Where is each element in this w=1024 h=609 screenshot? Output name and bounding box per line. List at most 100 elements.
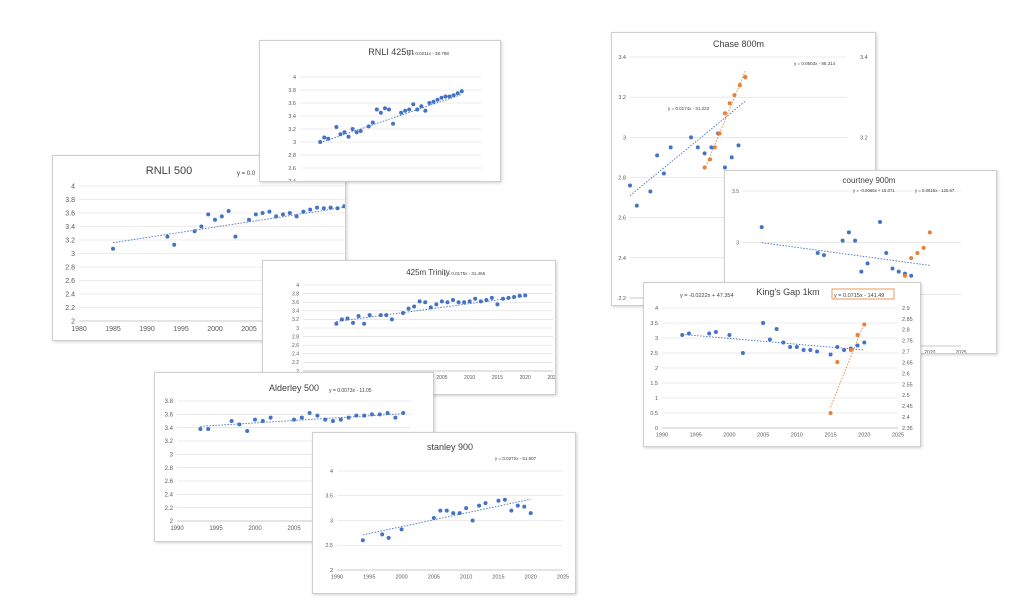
y-tick-label: 3: [655, 336, 658, 342]
chart-title: stanley 900: [427, 442, 473, 452]
data-point: [351, 320, 355, 325]
data-point: [334, 321, 339, 326]
data-point: [727, 333, 732, 337]
y-tick-label: 2.6: [618, 216, 626, 222]
y-tick-label: 1.5: [650, 381, 658, 387]
y2-tick-label: 3.2: [860, 135, 868, 141]
y-tick-label: 3.4: [288, 114, 296, 120]
data-point: [451, 511, 456, 516]
x-tick-label: 2000: [207, 326, 223, 333]
data-point: [366, 124, 371, 129]
x-tick-label: 2010: [791, 433, 803, 439]
data-point: [740, 351, 745, 355]
data-point: [445, 300, 450, 305]
data-point: [447, 94, 452, 99]
y-tick-label: 2.5: [325, 543, 333, 549]
data-point: [213, 217, 217, 222]
y-tick-label: 3: [296, 326, 299, 332]
y-tick-label: 3.4: [65, 224, 75, 231]
data-point: [415, 107, 420, 112]
data-point: [318, 140, 323, 144]
data-point: [736, 143, 741, 148]
data-point: [358, 128, 363, 133]
data-point: [729, 155, 734, 160]
data-point: [384, 313, 389, 318]
data-point: [294, 214, 299, 219]
y2-tick-label: 2.85: [902, 317, 913, 323]
data-point: [247, 217, 251, 222]
data-point: [459, 89, 464, 94]
data-point: [334, 125, 339, 130]
data-point: [478, 299, 483, 304]
data-point: [226, 208, 231, 213]
data-point: [512, 295, 517, 300]
data-point: [308, 207, 313, 212]
data-point: [315, 413, 320, 418]
data-point: [456, 300, 461, 305]
data-point: [522, 504, 527, 509]
data-point: [385, 411, 390, 415]
y-tick-label: 4: [71, 183, 75, 190]
data-point: [759, 225, 764, 230]
data-point: [331, 419, 335, 423]
trendline-equation: y = 0.0174x - 31.223: [668, 106, 710, 111]
y-tick-label: 3.2: [65, 237, 75, 244]
chart-title: RNLI 500: [146, 165, 192, 177]
data-point: [380, 532, 385, 537]
chart-rnli-500: 2 2.2 2.4 2.6 2.8 3 3.2 3.4 3.6 3.8 4 1980 1985 1990 1…: [52, 155, 346, 341]
data-point: [412, 304, 417, 309]
data-point: [198, 427, 203, 431]
x-tick-label: 1995: [209, 526, 223, 532]
chart-title: RNLI 425m: [368, 47, 414, 57]
x-tick-label: 2020: [525, 575, 537, 581]
data-point: [338, 132, 343, 137]
data-point: [434, 302, 439, 307]
data-point: [354, 130, 359, 135]
data-point: [457, 511, 462, 516]
y-tick-label: 3.8: [65, 197, 75, 204]
data-point: [438, 508, 443, 513]
data-point: [842, 348, 847, 352]
y2-tick-label: 2.65: [902, 360, 913, 366]
data-point: [702, 165, 707, 170]
trendline-equation: y = -0.0066x + 16.071: [853, 188, 895, 193]
data-point: [260, 419, 265, 423]
data-point: [307, 411, 312, 415]
data-point: [668, 145, 673, 150]
trendline-equation: y = 0.0272x - 51.507: [495, 456, 537, 461]
chart-title: 425m Trinity: [406, 268, 450, 277]
trendline: [830, 322, 865, 408]
data-point: [406, 306, 411, 311]
y-tick-label: 2: [296, 369, 299, 375]
y-tick-label: 1: [655, 396, 658, 402]
y-tick-label: 2.2: [165, 506, 174, 512]
y-tick-label: 2: [170, 519, 174, 525]
y-tick-label: 3.4: [165, 426, 174, 432]
x-tick-label: 1995: [363, 575, 375, 581]
data-point: [233, 234, 238, 239]
trendline-equation: y = 0.0503x - 98.314: [794, 61, 836, 66]
trendline-equation: y = 0.0175x - 31.465: [444, 271, 486, 276]
data-point: [788, 345, 793, 349]
trendline: [761, 242, 930, 266]
data-point: [439, 95, 444, 100]
y-tick-label: 2.4: [618, 256, 626, 262]
data-point: [743, 75, 748, 80]
data-point: [374, 107, 379, 112]
data-point: [909, 256, 914, 261]
x-tick-label: 2020: [858, 433, 870, 439]
data-point: [342, 130, 347, 135]
data-point: [712, 145, 717, 150]
chart-title: Chase 800m: [713, 39, 764, 49]
x-tick-label: 1990: [170, 526, 184, 532]
data-point: [528, 511, 533, 516]
data-point: [417, 299, 422, 304]
y-tick-label: 3: [71, 251, 75, 258]
data-point: [661, 171, 666, 176]
data-point: [515, 503, 520, 508]
data-point: [689, 135, 694, 140]
data-point: [229, 419, 234, 423]
data-point: [680, 333, 685, 337]
trendline-equation: y = 0.0073x - 11.05: [329, 388, 372, 394]
y-tick-label: 3.4: [292, 309, 299, 315]
